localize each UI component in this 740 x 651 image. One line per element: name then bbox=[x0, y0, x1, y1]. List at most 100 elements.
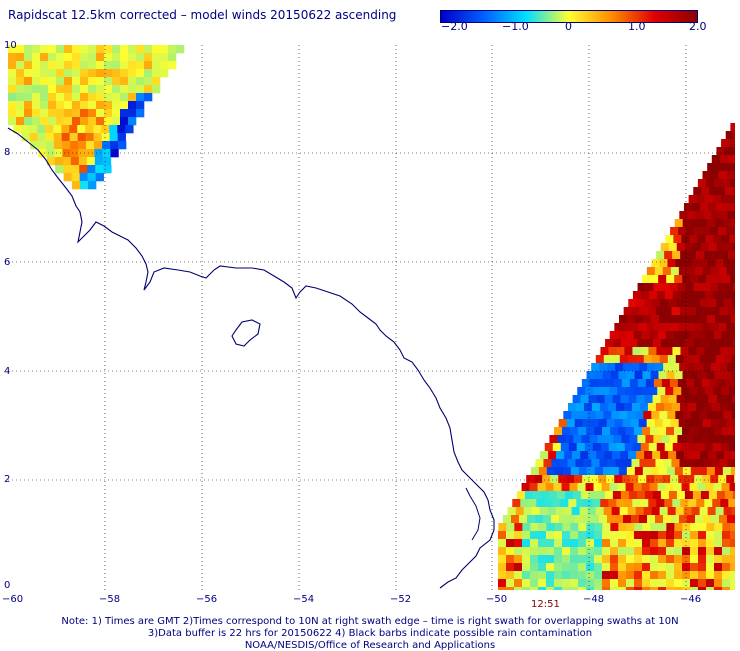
swath-cell bbox=[88, 61, 97, 70]
swath-cell bbox=[109, 125, 118, 134]
swath-cell bbox=[683, 355, 693, 364]
swath-cell bbox=[586, 587, 595, 590]
swath-cell bbox=[120, 45, 129, 54]
swath-cell bbox=[72, 109, 81, 118]
swath-cell bbox=[40, 69, 49, 78]
swath-cell bbox=[687, 363, 696, 372]
swath-cell bbox=[578, 579, 587, 588]
swath-cell bbox=[706, 547, 715, 556]
swath-cell bbox=[144, 61, 153, 70]
swath-cell bbox=[610, 555, 619, 564]
swath-cell bbox=[734, 323, 735, 332]
swath-cell bbox=[642, 531, 651, 540]
swath-cell bbox=[522, 571, 531, 580]
swath-cell bbox=[706, 531, 715, 540]
swath-cell bbox=[714, 219, 723, 228]
lat-label: 10 bbox=[4, 40, 17, 51]
colorbar-tick: −2.0 bbox=[441, 20, 468, 33]
swath-cell bbox=[690, 219, 699, 228]
swath-cell bbox=[617, 483, 626, 492]
swath-cell bbox=[665, 235, 674, 244]
swath-cell bbox=[682, 371, 691, 380]
swath-cell bbox=[709, 379, 719, 388]
swath-cell bbox=[506, 531, 515, 540]
swath-cell bbox=[607, 363, 616, 372]
swath-cell bbox=[644, 395, 653, 404]
swath-cell bbox=[562, 571, 571, 580]
swath-cell bbox=[668, 491, 678, 500]
swath-cell bbox=[671, 307, 680, 316]
swath-cell bbox=[674, 555, 683, 564]
swath-cell bbox=[691, 507, 700, 516]
swath-cell bbox=[592, 499, 601, 508]
swath-cell bbox=[722, 523, 731, 532]
swath-cell bbox=[688, 251, 697, 260]
swath-cell bbox=[704, 251, 713, 260]
swath-cell bbox=[8, 53, 17, 62]
swath-cell bbox=[32, 109, 41, 118]
swath-cell bbox=[572, 395, 581, 404]
swath-cell bbox=[733, 283, 735, 292]
swath-cell bbox=[613, 339, 622, 348]
swath-cell bbox=[72, 61, 81, 70]
swath-cell bbox=[530, 467, 540, 476]
swath-cell bbox=[706, 539, 715, 548]
swath-cell bbox=[602, 547, 611, 556]
swath-cell bbox=[574, 419, 583, 428]
swath-cell bbox=[95, 173, 104, 182]
swath-cell bbox=[604, 451, 613, 460]
lon-label: −50 bbox=[486, 594, 508, 605]
swath-cell bbox=[728, 291, 735, 300]
swath-cell bbox=[626, 579, 635, 588]
swath-cell bbox=[93, 125, 102, 134]
swath-cell bbox=[723, 259, 732, 268]
swath-cell bbox=[658, 539, 667, 548]
swath-cell bbox=[16, 85, 25, 94]
swath-cell bbox=[671, 459, 680, 468]
swath-cell bbox=[723, 355, 733, 364]
swath-cell bbox=[96, 53, 105, 62]
swath-cell bbox=[716, 147, 725, 156]
swath-cell bbox=[661, 435, 670, 444]
swath-cell bbox=[698, 563, 707, 572]
swath-cell bbox=[631, 459, 640, 468]
swath-cell bbox=[88, 181, 97, 190]
swath-cell bbox=[724, 299, 733, 308]
swath-cell bbox=[599, 515, 608, 524]
swath-cell bbox=[595, 355, 605, 364]
swath-cell bbox=[734, 227, 735, 236]
swath-cell bbox=[656, 291, 666, 300]
swath-cell bbox=[535, 515, 544, 524]
swath-cell bbox=[104, 45, 113, 54]
swath-cell bbox=[662, 475, 671, 484]
swath-cell bbox=[645, 435, 654, 444]
swath-cell bbox=[716, 491, 726, 500]
swath-cell bbox=[714, 555, 723, 564]
swath-cell bbox=[614, 323, 623, 332]
swath-cell bbox=[712, 251, 721, 260]
swath-cell bbox=[684, 491, 694, 500]
swath-cell bbox=[730, 539, 735, 548]
swath-cell bbox=[733, 131, 735, 140]
swath-cell bbox=[586, 467, 596, 476]
swath-cell bbox=[514, 571, 523, 580]
swath-cell bbox=[728, 251, 735, 260]
swath-cell bbox=[625, 387, 634, 396]
swath-cell bbox=[680, 499, 689, 508]
swath-cell bbox=[652, 491, 662, 500]
swath-cell bbox=[566, 419, 575, 428]
swath-cell bbox=[530, 547, 539, 556]
swath-cell bbox=[726, 171, 735, 180]
swath-cell bbox=[94, 149, 103, 158]
swath-cell bbox=[678, 267, 688, 276]
swath-cell bbox=[727, 155, 735, 164]
swath-cell bbox=[659, 259, 668, 268]
swath-cell bbox=[586, 563, 595, 572]
swath-cell bbox=[587, 411, 596, 420]
swath-cell bbox=[570, 587, 579, 590]
swath-cell bbox=[16, 69, 25, 78]
swath-cell bbox=[620, 451, 629, 460]
swath-cell bbox=[16, 45, 25, 54]
swath-cell bbox=[687, 211, 696, 220]
swath-cell bbox=[658, 523, 667, 532]
